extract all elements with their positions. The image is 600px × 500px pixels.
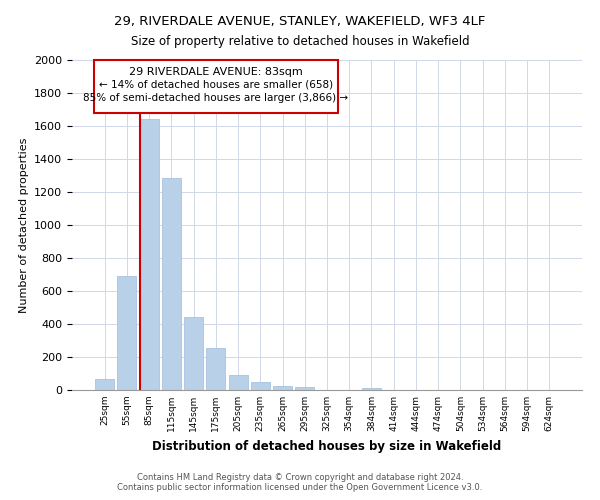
Bar	[295, 386, 314, 390]
FancyBboxPatch shape	[94, 60, 338, 113]
Bar	[140, 120, 158, 390]
Bar	[229, 375, 248, 390]
Bar	[273, 386, 292, 390]
Y-axis label: Number of detached properties: Number of detached properties	[19, 138, 29, 312]
Bar	[118, 276, 136, 390]
Bar	[95, 380, 114, 390]
X-axis label: Distribution of detached houses by size in Wakefield: Distribution of detached houses by size …	[152, 440, 502, 452]
Text: ← 14% of detached houses are smaller (658): ← 14% of detached houses are smaller (65…	[99, 80, 333, 90]
Bar	[251, 382, 270, 390]
Text: 29, RIVERDALE AVENUE, STANLEY, WAKEFIELD, WF3 4LF: 29, RIVERDALE AVENUE, STANLEY, WAKEFIELD…	[115, 15, 485, 28]
Text: Contains HM Land Registry data © Crown copyright and database right 2024.
Contai: Contains HM Land Registry data © Crown c…	[118, 473, 482, 492]
Bar	[162, 178, 181, 390]
Text: 85% of semi-detached houses are larger (3,866) →: 85% of semi-detached houses are larger (…	[83, 93, 349, 103]
Bar	[206, 348, 225, 390]
Bar	[362, 388, 381, 390]
Text: 29 RIVERDALE AVENUE: 83sqm: 29 RIVERDALE AVENUE: 83sqm	[129, 66, 302, 76]
Bar	[184, 318, 203, 390]
Text: Size of property relative to detached houses in Wakefield: Size of property relative to detached ho…	[131, 35, 469, 48]
